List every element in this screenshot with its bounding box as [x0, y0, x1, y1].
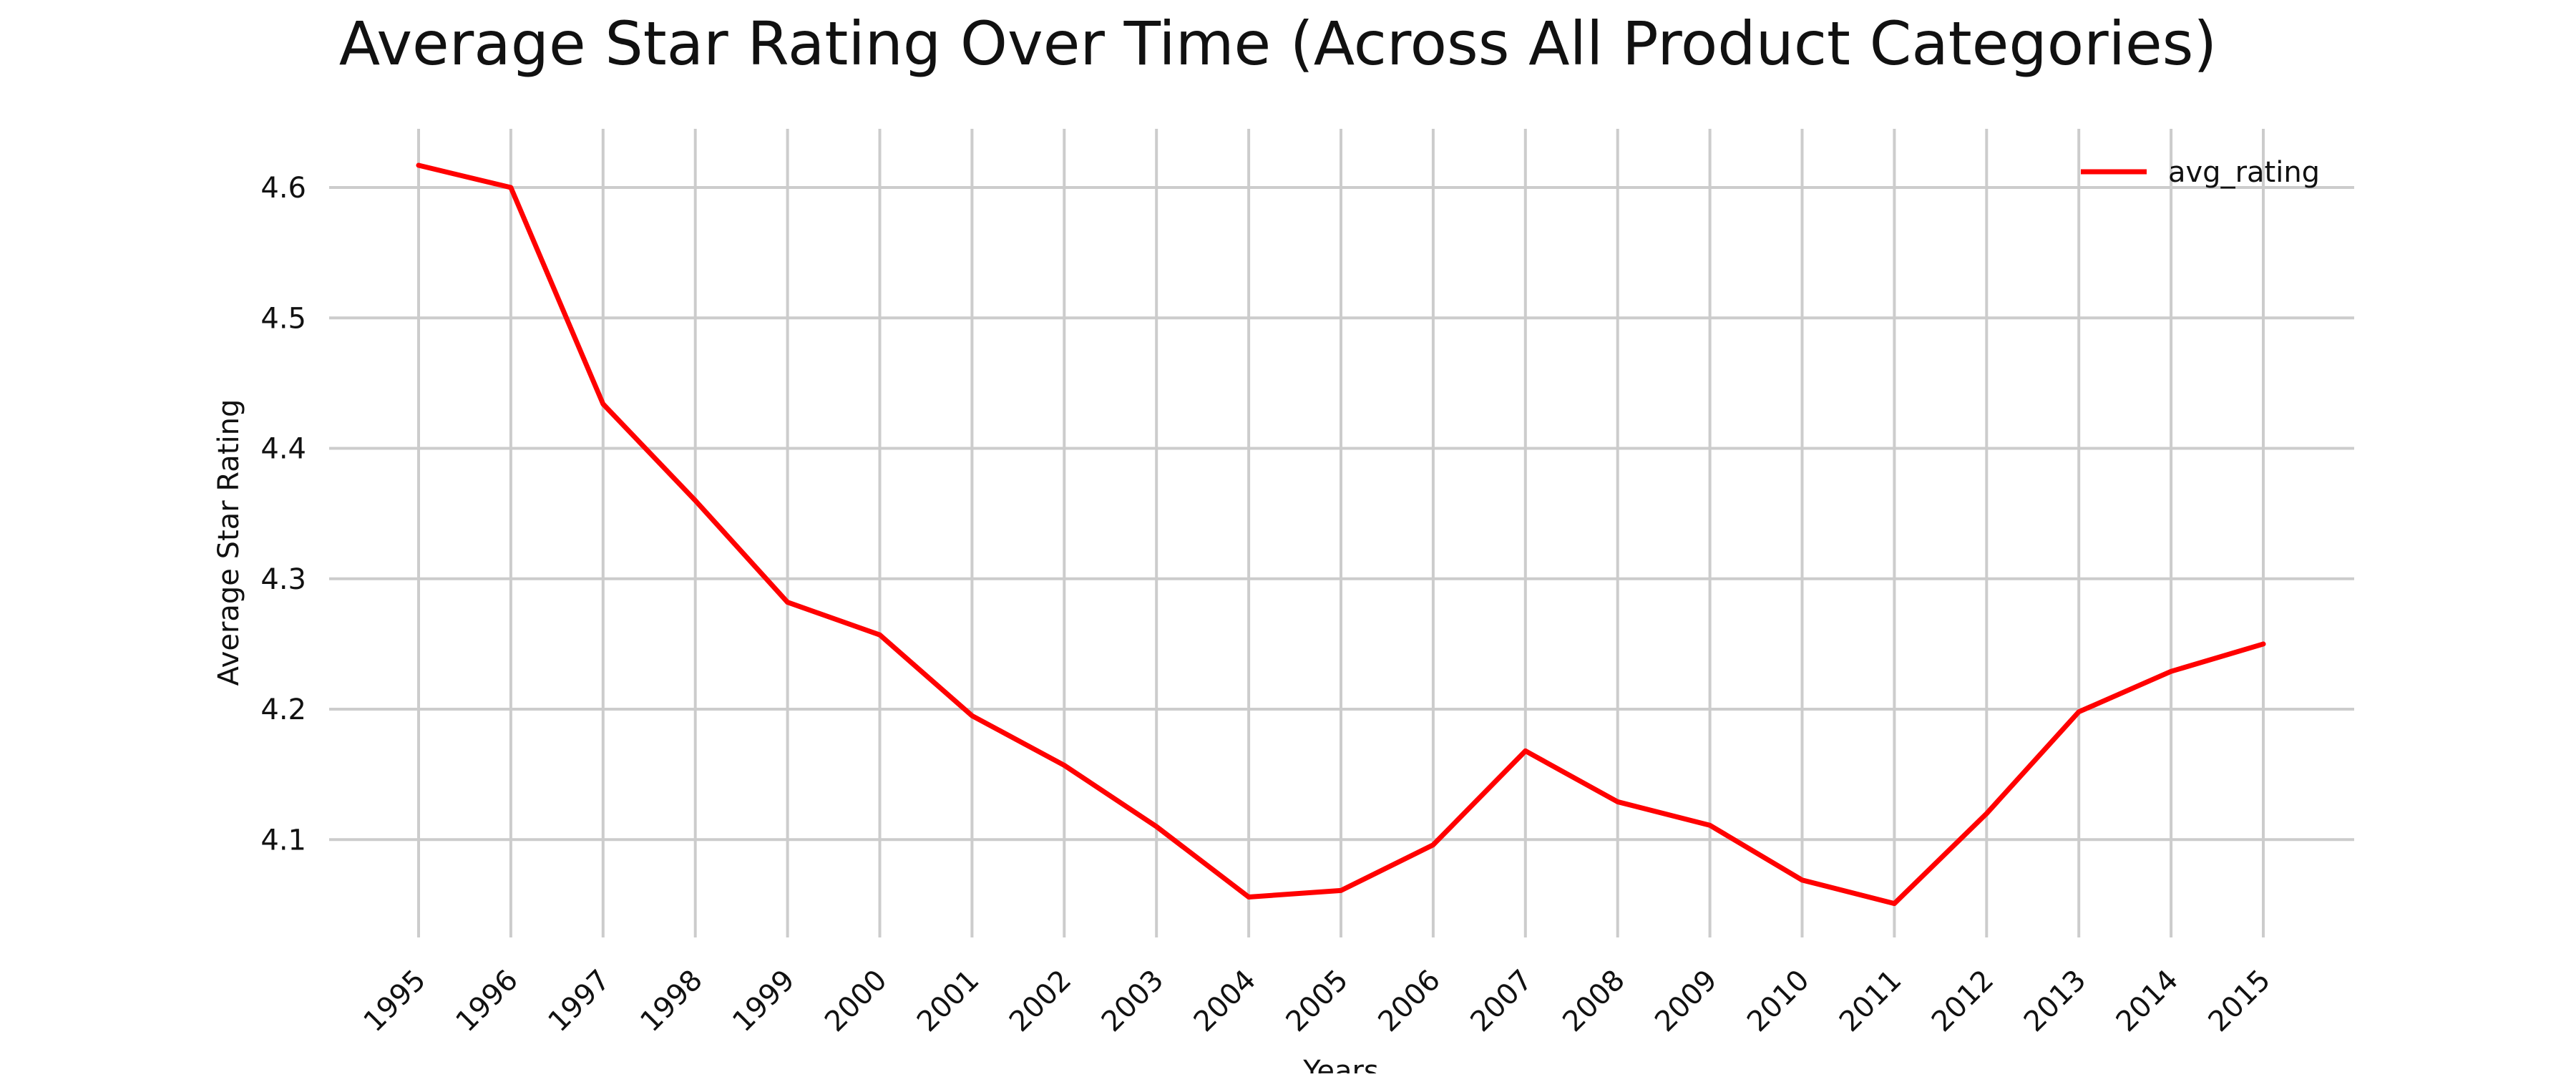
- data-point: [1708, 823, 1712, 827]
- x-tick-label: 2009: [1649, 964, 1724, 1039]
- x-tick-label: 2015: [2202, 964, 2278, 1039]
- series-layer: [416, 162, 2266, 907]
- x-tick-label: 1997: [542, 964, 617, 1039]
- data-point: [2261, 642, 2265, 646]
- data-point: [1800, 878, 1805, 882]
- x-tick-labels: 1995 1996 1997 1998 1999 2000 2001 2002 2003 2004…: [358, 964, 2278, 1039]
- data-point: [1431, 843, 1435, 847]
- y-tick-label: 4.4: [260, 433, 306, 466]
- data-point: [693, 498, 698, 502]
- data-point: [1984, 812, 1989, 816]
- x-axis-label: Years: [1302, 1055, 1379, 1073]
- y-tick-label: 4.6: [260, 172, 306, 205]
- data-point: [786, 600, 790, 605]
- x-tick-label: 2007: [1464, 964, 1539, 1039]
- x-tick-label: 2006: [1372, 964, 1447, 1039]
- x-tick-label: 2008: [1556, 964, 1631, 1039]
- data-point: [878, 633, 882, 637]
- data-point: [1062, 763, 1066, 767]
- y-tick-label: 4.1: [260, 824, 306, 857]
- y-axis-label: Average Star Rating: [213, 399, 245, 686]
- x-tick-label: 2014: [2110, 964, 2185, 1039]
- data-point: [601, 402, 605, 406]
- x-tick-label: 1995: [358, 964, 433, 1039]
- data-point: [970, 713, 974, 718]
- x-tick-label: 2001: [911, 964, 986, 1039]
- chart-title: Average Star Rating Over Time (Across Al…: [339, 9, 2217, 79]
- x-tick-label: 2005: [1280, 964, 1355, 1039]
- data-point: [1616, 799, 1620, 804]
- data-point: [1339, 888, 1343, 892]
- series-line-avg-rating: [416, 162, 2266, 907]
- x-tick-label: 2011: [1833, 964, 1908, 1039]
- y-tick-label: 4.3: [260, 563, 306, 596]
- y-tick-label: 4.5: [260, 302, 306, 335]
- data-point: [1892, 902, 1896, 906]
- data-point: [1246, 895, 1251, 900]
- legend-label-avg-rating: avg_rating: [2168, 156, 2320, 189]
- grid-layer: [329, 129, 2354, 937]
- data-point: [1154, 824, 1158, 829]
- legend: avg_rating: [2081, 156, 2320, 189]
- x-tick-label: 2004: [1188, 964, 1263, 1039]
- x-tick-label: 2003: [1096, 964, 1171, 1039]
- data-point: [1523, 749, 1528, 753]
- x-tick-label: 1999: [726, 964, 801, 1039]
- x-tick-label: 2000: [819, 964, 894, 1039]
- data-point: [509, 185, 513, 190]
- data-point: [2077, 710, 2081, 714]
- x-tick-label: 2010: [1741, 964, 1816, 1039]
- data-point: [416, 163, 421, 167]
- x-tick-label: 2013: [2018, 964, 2093, 1039]
- y-tick-labels: 4.1 4.2 4.3 4.4 4.5 4.6: [260, 172, 306, 857]
- x-tick-label: 2012: [1926, 964, 2001, 1039]
- x-tick-label: 2002: [1003, 964, 1078, 1039]
- y-tick-label: 4.2: [260, 693, 306, 726]
- x-tick-label: 1998: [634, 964, 709, 1039]
- data-point: [2169, 669, 2173, 673]
- x-tick-label: 1996: [449, 964, 525, 1039]
